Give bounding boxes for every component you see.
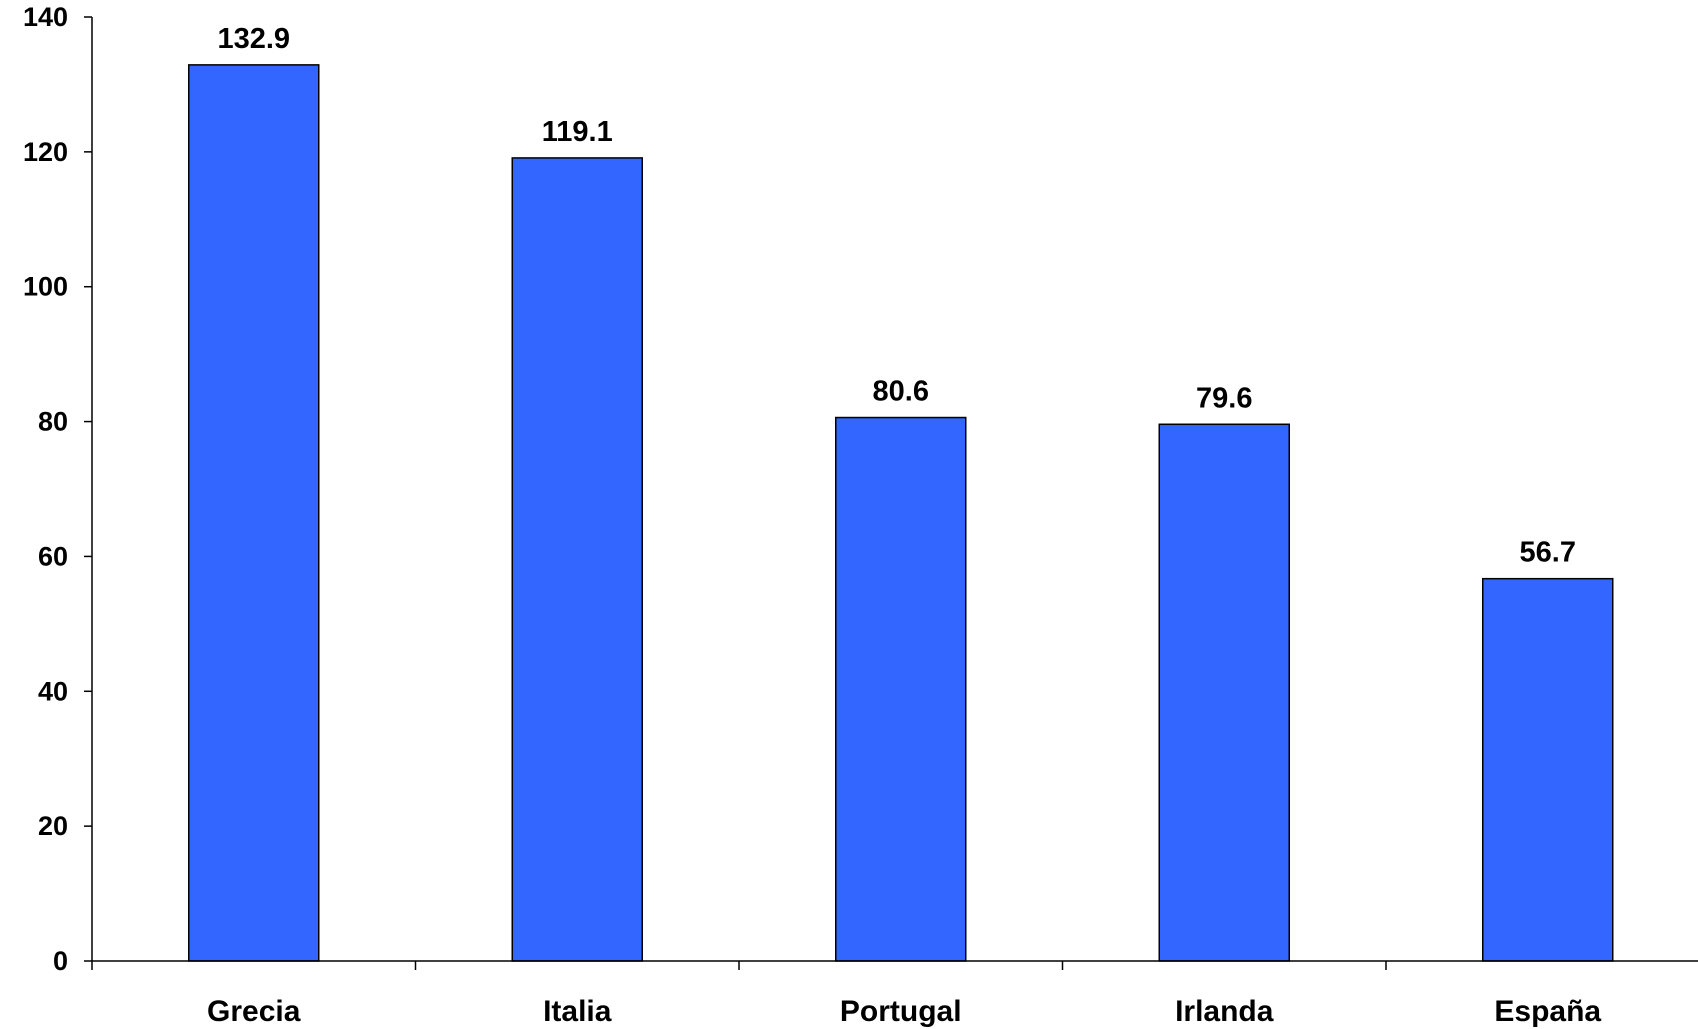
category-label-irlanda: Irlanda (1175, 995, 1274, 1028)
category-label-italia: Italia (543, 995, 612, 1028)
y-tick-label: 60 (38, 541, 68, 571)
bar-espana (1482, 577, 1614, 962)
y-tick-label: 100 (23, 272, 68, 302)
data-label-espana: 56.7 (1520, 537, 1576, 569)
bar-portugal (835, 416, 967, 962)
data-label-irlanda: 79.6 (1196, 382, 1252, 414)
y-tick-label: 120 (23, 137, 68, 167)
y-tick-label: 80 (38, 407, 68, 437)
ticks-layer (84, 16, 1387, 970)
axes-layer (91, 17, 1698, 962)
data-label-grecia: 132.9 (217, 23, 290, 55)
y-tick-label: 140 (23, 2, 68, 32)
data-label-italia: 119.1 (542, 116, 613, 148)
data-label-portugal: 80.6 (873, 376, 929, 408)
y-tick-label: 20 (38, 811, 68, 841)
y-tick-label: 0 (53, 946, 68, 976)
y-tick-label: 40 (38, 676, 68, 706)
labels-layer: 0 20 40 60 80 100 120 140 132.9 Grecia 119.1 Italia… (23, 2, 1601, 1028)
category-label-portugal: Portugal (840, 995, 962, 1028)
category-label-espana: España (1494, 995, 1601, 1028)
category-label-grecia: Grecia (207, 995, 301, 1028)
bars-layer (188, 64, 1614, 962)
bar-italia (511, 157, 643, 962)
bar-irlanda (1158, 423, 1290, 962)
bar-grecia (188, 64, 320, 962)
